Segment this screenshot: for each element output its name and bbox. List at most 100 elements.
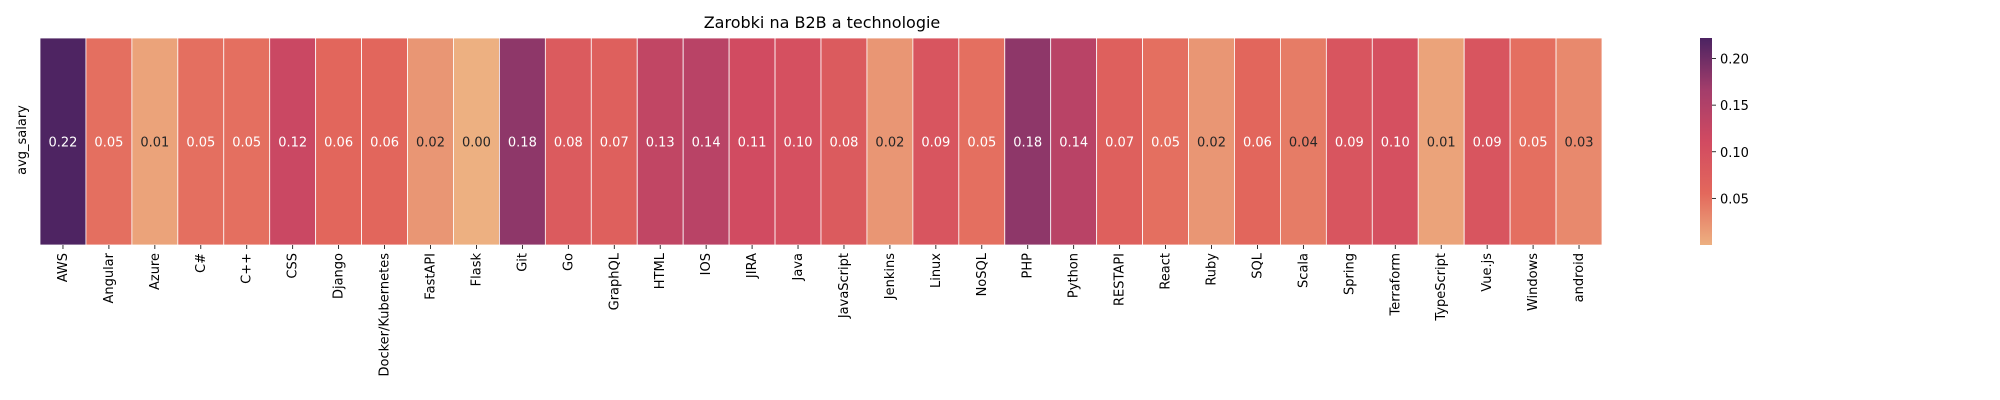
cell-annotation: 0.13 <box>646 136 675 151</box>
cell-annotation: 0.05 <box>1519 136 1548 151</box>
cell-annotation: 0.06 <box>1243 136 1272 151</box>
cell-annotation: 0.05 <box>94 136 123 151</box>
x-tick-label: Flask <box>469 253 484 287</box>
x-tick-label: Vue.js <box>1480 253 1495 292</box>
cell-annotation: 0.09 <box>921 136 950 151</box>
cell-annotation: 0.03 <box>1565 136 1594 151</box>
heatmap-cell <box>223 37 271 246</box>
heatmap-cell <box>1234 37 1281 246</box>
x-tick-label: Azure <box>148 253 163 290</box>
heatmap-cell <box>1142 37 1189 246</box>
heatmap-cell <box>1004 37 1052 246</box>
x-tick-label: Windows <box>1526 253 1541 311</box>
x-tick-label: JavaScript <box>837 253 852 319</box>
x-tick-label: Spring <box>1342 253 1357 295</box>
x-tick-label: AWS <box>56 253 71 282</box>
cell-annotation: 0.11 <box>738 136 767 151</box>
x-tick-label: C# <box>194 253 209 273</box>
x-tick-label: RESTAPI <box>1113 253 1128 306</box>
cell-annotation: 0.06 <box>370 136 399 151</box>
colorbar-tick-label: 0.10 <box>1720 146 1749 161</box>
x-tick-label: Terraform <box>1388 253 1403 316</box>
x-tick-label: C++ <box>240 253 255 284</box>
x-tick-label: Java <box>791 253 806 281</box>
cell-annotation: 0.10 <box>1381 136 1410 151</box>
heatmap-cell <box>177 37 225 246</box>
x-tick-label: Angular <box>102 252 117 303</box>
cell-annotation: 0.05 <box>967 136 996 151</box>
heatmap-cell <box>682 37 730 246</box>
x-tick-label: Git <box>515 253 530 272</box>
x-tick-label: Docker/Kubernetes <box>378 253 393 377</box>
x-tick-label: Linux <box>929 253 944 288</box>
heatmap-cell <box>85 37 133 246</box>
heatmap-cell <box>269 37 317 246</box>
heatmap-cell <box>820 37 868 246</box>
cell-annotation: 0.02 <box>1197 136 1226 151</box>
heatmap-cell <box>958 37 1006 246</box>
x-tick-label: NoSQL <box>975 252 990 296</box>
colorbar-tick-label: 0.15 <box>1720 99 1749 114</box>
x-tick-label: JIRA <box>745 253 760 279</box>
cell-annotation: 0.09 <box>1335 136 1364 151</box>
cell-annotation: 0.08 <box>829 136 858 151</box>
x-tick-label: React <box>1159 253 1174 290</box>
heatmap-cell <box>1050 37 1098 246</box>
x-tick-label: Ruby <box>1205 253 1220 286</box>
heatmap-cell <box>544 37 592 246</box>
x-tick-labels: AWS Angular Azure C# C++ CSS Django Docker/Kube… <box>56 245 1587 377</box>
chart-title: Zarobki na B2B a technologie <box>704 13 941 32</box>
cell-annotation: 0.08 <box>554 136 583 151</box>
x-tick-label: PHP <box>1021 253 1036 279</box>
heatmap-cell <box>912 37 960 246</box>
heatmap-cell <box>361 37 408 246</box>
colorbar-tick-label: 0.05 <box>1720 192 1749 207</box>
colorbar-tick-label: 0.20 <box>1720 53 1749 68</box>
colorbar: 0.05 0.10 0.15 0.20 <box>1700 38 1749 245</box>
heatmap-cell <box>590 37 638 246</box>
cell-annotation: 0.18 <box>1013 136 1042 151</box>
cell-annotation: 0.07 <box>600 136 629 151</box>
x-tick-label: Go <box>561 253 576 271</box>
x-tick-label: Scala <box>1296 253 1311 288</box>
cell-annotation: 0.02 <box>875 136 904 151</box>
cell-annotation: 0.10 <box>784 136 813 151</box>
cell-annotation: 0.07 <box>1105 136 1134 151</box>
heatmap-cell <box>131 37 179 246</box>
cell-annotation: 0.14 <box>1059 136 1088 151</box>
x-tick-label: CSS <box>286 253 301 279</box>
cell-annotation: 0.22 <box>48 136 77 151</box>
heatmap-cell <box>774 37 822 246</box>
cell-annotation: 0.18 <box>508 136 537 151</box>
heatmap-cell <box>453 37 500 246</box>
heatmap-cells: 0.22 0.05 0.01 0.05 0.05 0.12 0.06 0.06 0.02 0.00… <box>39 37 1603 246</box>
colorbar-gradient <box>1700 38 1712 245</box>
cell-annotation: 0.02 <box>416 136 445 151</box>
x-tick-label: GraphQL <box>607 252 622 310</box>
cell-annotation: 0.06 <box>324 136 353 151</box>
heatmap-cell <box>866 37 914 246</box>
x-tick-label: TypeScript <box>1434 253 1449 322</box>
x-tick-label: android <box>1572 253 1587 302</box>
cell-annotation: 0.12 <box>278 136 307 151</box>
x-tick-label: HTML <box>653 252 668 289</box>
heatmap-cell <box>1417 37 1465 246</box>
cell-annotation: 0.14 <box>692 136 721 151</box>
x-tick-label: SQL <box>1250 252 1265 278</box>
cell-annotation: 0.01 <box>140 136 169 151</box>
x-tick-label: FastAPI <box>424 253 439 300</box>
cell-annotation: 0.01 <box>1427 136 1456 151</box>
heatmap-cell <box>1280 37 1327 246</box>
cell-annotation: 0.05 <box>1151 136 1180 151</box>
heatmap-cell <box>728 37 776 246</box>
cell-annotation: 0.04 <box>1289 136 1318 151</box>
heatmap-cell <box>1325 37 1373 246</box>
cell-annotation: 0.05 <box>186 136 215 151</box>
x-tick-label: Jenkins <box>883 253 898 300</box>
cell-annotation: 0.05 <box>232 136 261 151</box>
x-tick-label: IOS <box>699 253 714 275</box>
x-tick-label: Python <box>1067 253 1082 298</box>
heatmap-cell <box>39 37 87 246</box>
cell-annotation: 0.09 <box>1473 136 1502 151</box>
